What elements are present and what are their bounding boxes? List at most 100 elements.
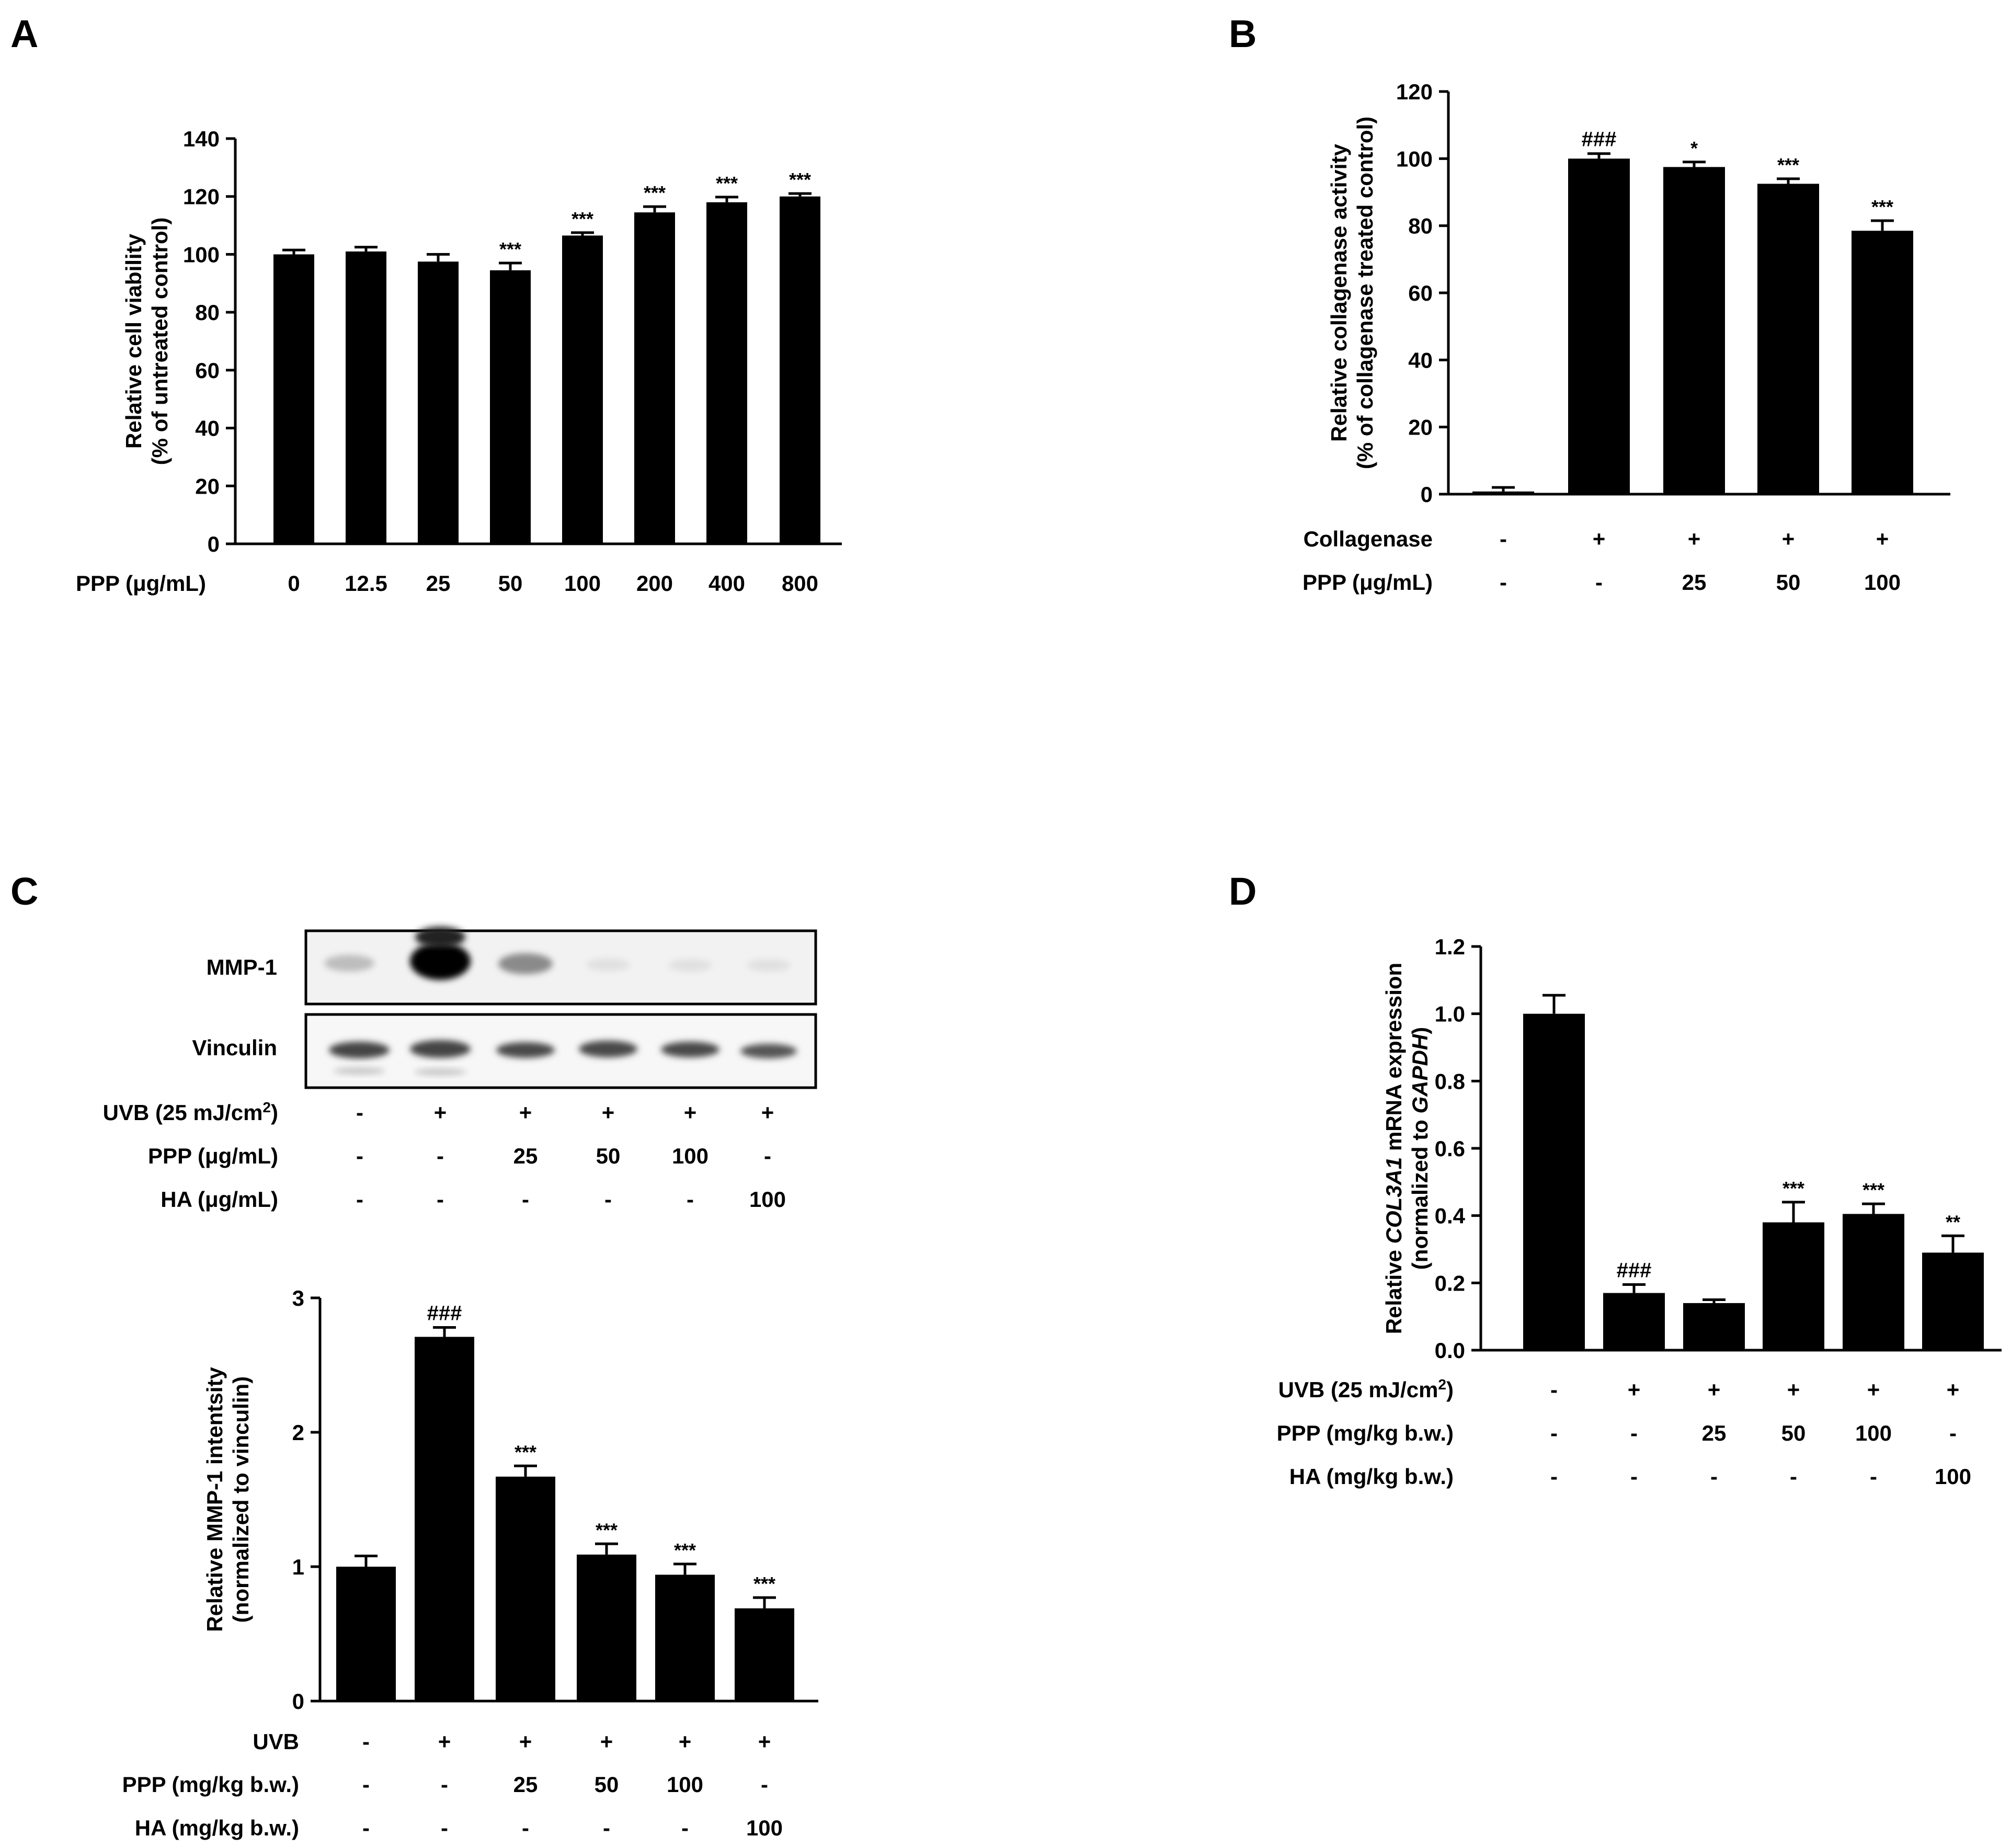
chart-c-condition-value: + <box>438 1729 451 1754</box>
panel-letter-d: D <box>1229 870 1256 913</box>
chart-c-condition-value: - <box>681 1816 689 1840</box>
chart-b-condition-value: + <box>1593 527 1606 551</box>
blot-condition-value: - <box>437 1144 444 1168</box>
chart-d-ylabel-part: Relative <box>1381 1244 1406 1334</box>
chart-c-bar <box>577 1554 636 1701</box>
chart-c-row-label: HA (mg/kg b.w.) <box>135 1816 299 1840</box>
chart-a-ytick-label: 100 <box>183 242 220 267</box>
chart-a-ylabel-sub: (% of untreated control) <box>147 218 172 465</box>
blot-band-vinculin-lane5 <box>661 1042 719 1057</box>
chart-b-ytick-label: 60 <box>1408 281 1433 305</box>
chart-d-significance: *** <box>1863 1179 1884 1201</box>
chart-d-ylabel-part: COL3A1 <box>1381 1157 1406 1244</box>
chart-d-ylabel-sub: (normalized to GAPDH) <box>1408 1027 1432 1270</box>
chart-a-condition-value: 200 <box>636 571 673 596</box>
chart-d-condition-value: - <box>1870 1464 1877 1489</box>
chart-b-condition-value: + <box>1782 527 1795 551</box>
chart-d-ylabel-part: mRNA expression <box>1381 963 1406 1157</box>
chart-d-condition-value: - <box>1630 1421 1638 1445</box>
blot-condition-value: 100 <box>749 1187 786 1212</box>
blot-condition-value: - <box>356 1144 363 1168</box>
blot-band-vinculin-lane4 <box>579 1041 637 1057</box>
blot-condition-value: - <box>522 1187 529 1212</box>
chart-a-condition-value: 400 <box>709 571 745 596</box>
chart-a-significance: *** <box>644 182 666 203</box>
chart-c-row-label: UVB <box>253 1729 299 1754</box>
blot-label-mmp1: MMP-1 <box>207 955 277 979</box>
chart-d-condition-value: - <box>1949 1421 1957 1445</box>
chart-c-ytick-label: 0 <box>292 1689 304 1714</box>
chart-a-significance: *** <box>572 208 593 230</box>
chart-a-condition-value: 50 <box>498 571 523 596</box>
chart-a-bar <box>780 196 820 544</box>
blot-condition-value: + <box>519 1100 532 1125</box>
blot-row-label-part: 2 <box>262 1099 271 1115</box>
chart-d-condition-value: + <box>1628 1377 1641 1402</box>
chart-b-condition-value: + <box>1688 527 1701 551</box>
chart-a-ytick-label: 120 <box>183 185 220 209</box>
chart-b: 0 20 40 60 80 100 120 Relative collagenase acti… <box>1302 79 1950 595</box>
chart-a-ytick-label: 20 <box>195 474 220 498</box>
chart-d-condition-value: - <box>1710 1464 1718 1489</box>
chart-c-ytick-label: 1 <box>292 1555 304 1579</box>
chart-d-ytick-label: 0.8 <box>1435 1069 1465 1093</box>
chart-a-ytick-label: 80 <box>195 300 220 325</box>
chart-d-ylabel-sub-part: GAPDH <box>1408 1033 1432 1113</box>
chart-d-ytick-label: 0.2 <box>1435 1271 1465 1295</box>
blot-condition-value: - <box>356 1100 363 1125</box>
chart-d-row-label-part: 2 <box>1438 1376 1446 1393</box>
chart-b-bar <box>1757 184 1819 494</box>
blot-condition-value: - <box>604 1187 612 1212</box>
chart-d-row-label-part: ) <box>1446 1377 1454 1402</box>
chart-c-condition-value: - <box>362 1816 370 1840</box>
chart-b-condition-value: 25 <box>1682 570 1707 595</box>
blot-band-vinculin-lane1 <box>329 1042 390 1058</box>
chart-d-ytick-label: 0.0 <box>1435 1338 1465 1363</box>
chart-a-condition-value: 25 <box>426 571 451 596</box>
chart-d-significance: ** <box>1946 1211 1960 1233</box>
chart-a-ylabel: Relative cell viability <box>121 233 146 449</box>
blot-band-mmp1-lane5 <box>668 959 712 972</box>
blot-condition-value: - <box>437 1187 444 1212</box>
chart-d-condition-value: - <box>1550 1464 1558 1489</box>
chart-c-condition-value: - <box>441 1772 448 1797</box>
chart-c-bar <box>496 1476 555 1701</box>
chart-a-condition-value: 0 <box>288 571 300 596</box>
chart-d-row-label: HA (mg/kg b.w.) <box>1289 1464 1454 1489</box>
chart-d-condition-value: + <box>1708 1377 1721 1402</box>
chart-c-condition-value: 100 <box>667 1772 703 1797</box>
chart-c-ytick-label: 3 <box>292 1286 304 1310</box>
blot-band-vinculin-lane2-lower <box>414 1068 466 1076</box>
blot-band-mmp1-lane6 <box>747 959 791 972</box>
chart-d-bar <box>1683 1303 1745 1350</box>
chart-b-ytick-label: 80 <box>1408 214 1433 238</box>
chart-c-condition-value: - <box>603 1816 610 1840</box>
chart-d-bar <box>1523 1013 1585 1350</box>
panel-letter-b: B <box>1229 12 1256 55</box>
chart-c: 0 1 2 3 Relative MMP-1 intentsity (normalized… <box>103 1099 818 1840</box>
chart-b-significance: * <box>1690 138 1698 159</box>
chart-d-bar <box>1763 1222 1824 1350</box>
chart-b-ylabel: Relative collagenase activity <box>1327 144 1351 442</box>
chart-c-condition-value: + <box>519 1729 532 1754</box>
panel-letter-a: A <box>10 12 38 55</box>
blot-band-mmp1-lane2-top <box>415 927 465 948</box>
chart-a: 0 20 40 60 80 100 120 140 Relative cell viabilit… <box>76 127 842 596</box>
chart-d-ylabel-sub-part: ) <box>1408 1027 1432 1034</box>
chart-d-condition-value: + <box>1867 1377 1880 1402</box>
chart-a-bar <box>706 202 747 544</box>
blot-condition-value: 25 <box>513 1144 538 1168</box>
chart-b-condition-value: 50 <box>1776 570 1801 595</box>
chart-c-bar <box>735 1608 794 1701</box>
blot-band-vinculin-lane1-lower <box>333 1067 385 1075</box>
chart-c-condition-value: + <box>758 1729 771 1754</box>
chart-b-row-label: Collagenase <box>1304 527 1433 551</box>
chart-c-condition-value: 25 <box>513 1772 538 1797</box>
chart-c-significance: *** <box>515 1441 536 1463</box>
chart-c-significance: *** <box>674 1539 696 1561</box>
chart-d-condition-value: 100 <box>1935 1464 1971 1489</box>
chart-a-row-label: PPP (μg/mL) <box>76 571 206 596</box>
chart-d-condition-value: - <box>1790 1464 1797 1489</box>
chart-b-ylabel-sub: (% of collagenase treated control) <box>1353 117 1377 469</box>
chart-b-ytick-label: 40 <box>1408 348 1433 372</box>
